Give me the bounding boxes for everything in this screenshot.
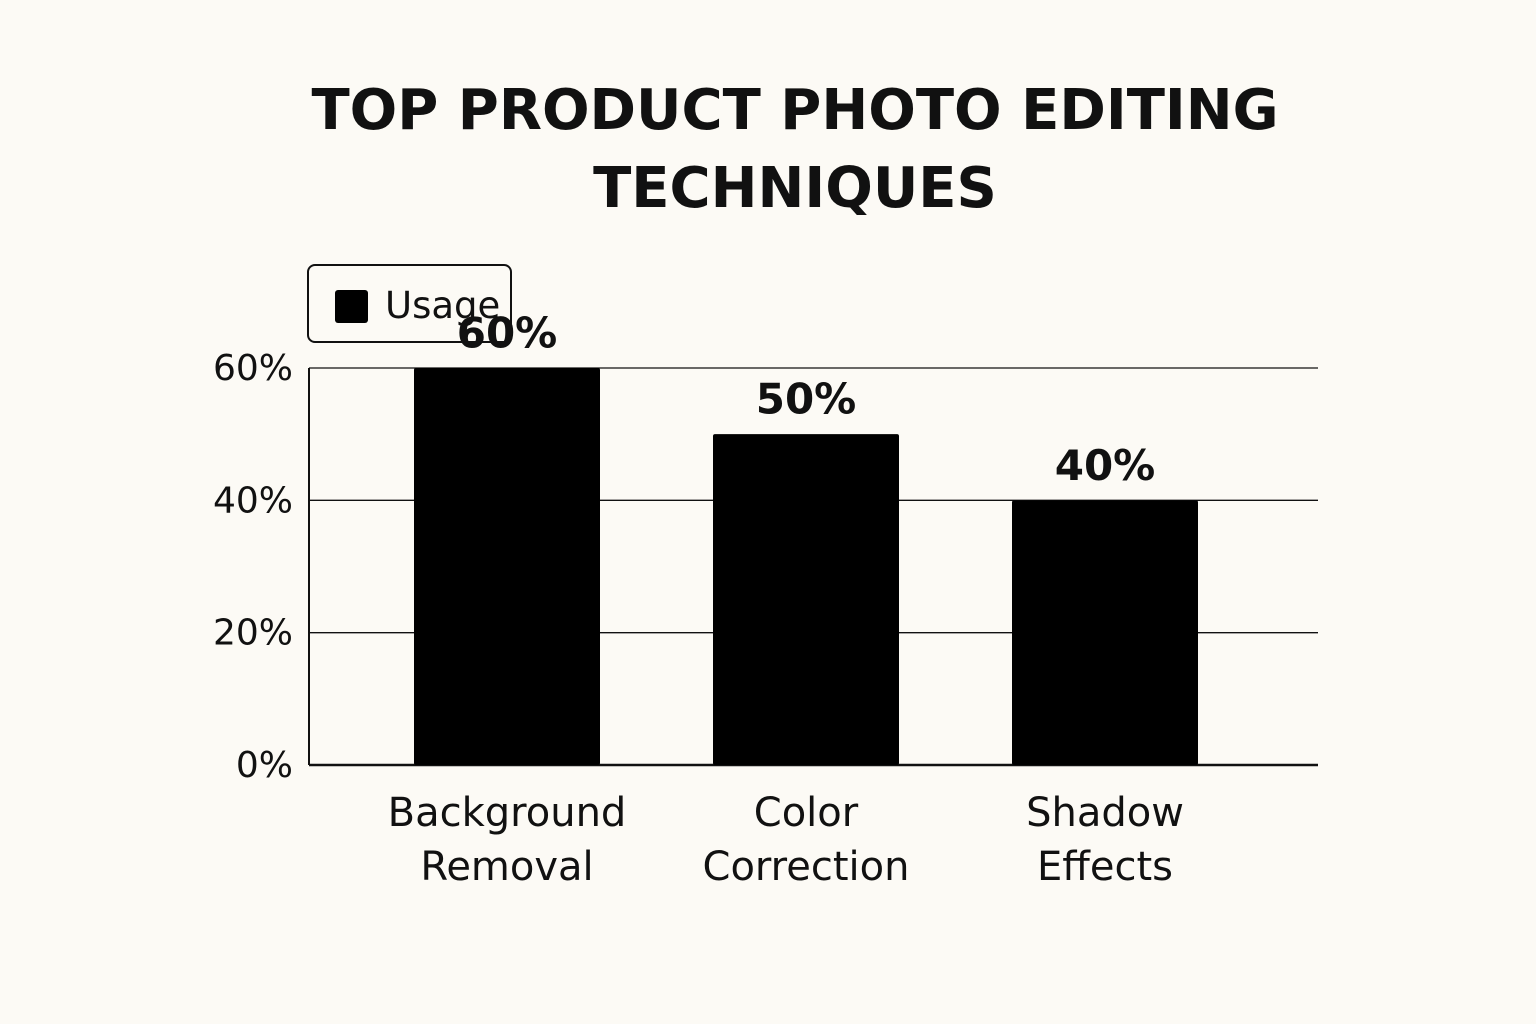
y-tick-label: 0% [236, 745, 293, 786]
y-tick-label: 20% [213, 613, 293, 654]
x-tick-label: Color Correction [702, 790, 910, 890]
data-label: 60% [457, 309, 558, 358]
legend-swatch [335, 290, 368, 323]
y-tick-label: 60% [213, 348, 293, 389]
bar [1012, 500, 1198, 765]
bar [414, 368, 600, 765]
y-tick-label: 40% [213, 480, 293, 521]
x-tick-label: Background Removal [387, 790, 627, 890]
legend: Usage [307, 264, 512, 343]
bar [713, 434, 899, 765]
x-tick-label: Shadow Effects [1026, 790, 1184, 890]
data-label: 40% [1055, 441, 1156, 490]
chart-title: TOP PRODUCT PHOTO EDITING TECHNIQUES [311, 78, 1279, 221]
data-label: 50% [756, 375, 857, 424]
legend-label: Usage [385, 284, 501, 327]
